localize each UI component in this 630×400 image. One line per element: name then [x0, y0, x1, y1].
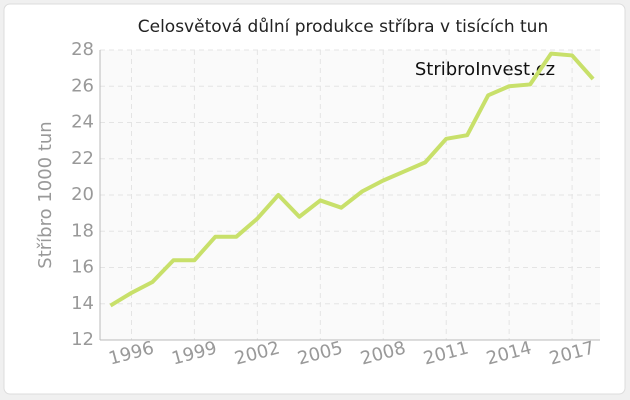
chart-title: Celosvětová důlní produkce stříbra v tis…: [138, 17, 548, 37]
watermark: StribroInvest.cz: [415, 59, 555, 80]
y-tick-label: 24: [71, 112, 94, 133]
y-tick-label: 12: [71, 329, 94, 350]
y-tick-label: 28: [71, 39, 94, 60]
y-tick-label: 26: [71, 75, 94, 96]
line: [109, 51, 595, 308]
y-tick-label: 22: [71, 148, 94, 169]
y-tick-label: 14: [71, 293, 94, 314]
y-tick-label: 16: [71, 257, 94, 278]
y-axis-label: Stříbro 1000 tun: [35, 121, 56, 268]
y-tick-label: 20: [71, 184, 94, 205]
y-tick-label: 18: [71, 220, 94, 241]
